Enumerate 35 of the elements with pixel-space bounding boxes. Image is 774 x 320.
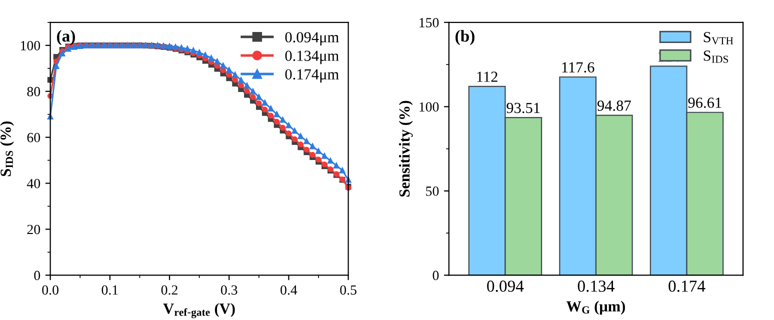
- y-tick-label: 80: [27, 86, 40, 96]
- y-tick-label: 100: [20, 40, 40, 50]
- legend-label: 0.094μm: [285, 32, 339, 46]
- data-label: 93.51: [506, 102, 540, 114]
- chart-title: (a): [57, 30, 75, 46]
- y-axis-title: Sensitivity (%): [398, 100, 413, 197]
- x-tick-label: 0.2: [161, 285, 178, 295]
- legend-label: 0.174μm: [285, 69, 339, 83]
- y-tick-label: 100: [420, 102, 439, 112]
- x-tick-label: 0.0: [42, 285, 58, 295]
- x-tick-label: 0.5: [340, 285, 356, 295]
- x-tick-label: 0.3: [220, 285, 238, 295]
- y-tick-label: 20: [27, 224, 40, 234]
- y-tick-label: 50: [426, 186, 439, 196]
- y-tick-label: 150: [420, 18, 439, 28]
- chart-title: (b): [456, 30, 474, 46]
- legend-label: 0.134μm: [285, 50, 339, 64]
- x-axis-title: W$_{G}$ (μm): [566, 300, 625, 315]
- x-axis-title: V$_{ref-gate}$ (V): [163, 303, 235, 318]
- y-tick-label: 0: [34, 270, 40, 280]
- x-tick-label: 0.1: [102, 285, 118, 295]
- data-label: 117.6: [562, 62, 594, 73]
- x-tick-label: 0.174: [668, 280, 706, 292]
- y-tick-label: 60: [27, 132, 40, 142]
- legend-label: S$_{IDS}$: [704, 50, 728, 63]
- data-label: 96.61: [688, 98, 722, 108]
- x-tick-label: 0.094: [487, 280, 524, 292]
- x-tick-label: 0.134: [578, 280, 614, 292]
- data-label: 94.87: [597, 100, 631, 111]
- y-tick-label: 40: [26, 178, 40, 188]
- y-axis-title: S$_{IDS}$ (%): [0, 122, 14, 176]
- legend-label: S$_{VTH}$: [704, 32, 734, 44]
- y-tick-label: 0: [432, 270, 439, 280]
- x-tick-label: 0.4: [280, 285, 298, 295]
- data-label: 112: [477, 72, 498, 82]
